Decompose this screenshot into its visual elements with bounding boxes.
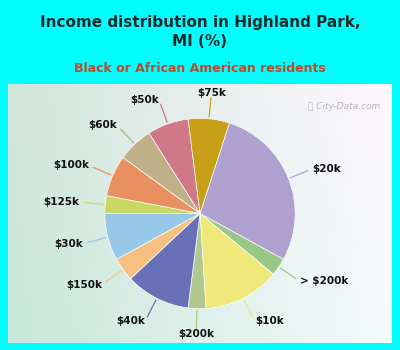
Text: $75k: $75k: [197, 88, 226, 98]
Wedge shape: [116, 214, 200, 279]
Text: ⓘ City-Data.com: ⓘ City-Data.com: [308, 102, 380, 111]
Text: $50k: $50k: [130, 95, 159, 105]
Wedge shape: [123, 133, 200, 214]
Text: $60k: $60k: [88, 120, 117, 130]
Text: $150k: $150k: [66, 280, 102, 289]
Text: $100k: $100k: [53, 161, 89, 170]
Wedge shape: [200, 123, 295, 259]
Text: $200k: $200k: [178, 329, 214, 340]
Text: $10k: $10k: [255, 316, 284, 326]
Text: Income distribution in Highland Park,
MI (%): Income distribution in Highland Park, MI…: [40, 15, 360, 49]
Text: Black or African American residents: Black or African American residents: [74, 62, 326, 75]
Text: $30k: $30k: [54, 239, 83, 248]
Wedge shape: [200, 214, 273, 308]
Wedge shape: [105, 214, 200, 259]
Text: $40k: $40k: [116, 316, 145, 326]
Wedge shape: [188, 118, 230, 214]
Text: > $200k: > $200k: [300, 276, 348, 286]
Wedge shape: [106, 158, 200, 214]
Wedge shape: [188, 214, 206, 309]
Text: $125k: $125k: [44, 197, 80, 207]
Wedge shape: [200, 214, 284, 274]
Wedge shape: [149, 119, 200, 214]
Wedge shape: [105, 196, 200, 213]
Text: $20k: $20k: [312, 164, 341, 174]
Wedge shape: [131, 214, 200, 308]
